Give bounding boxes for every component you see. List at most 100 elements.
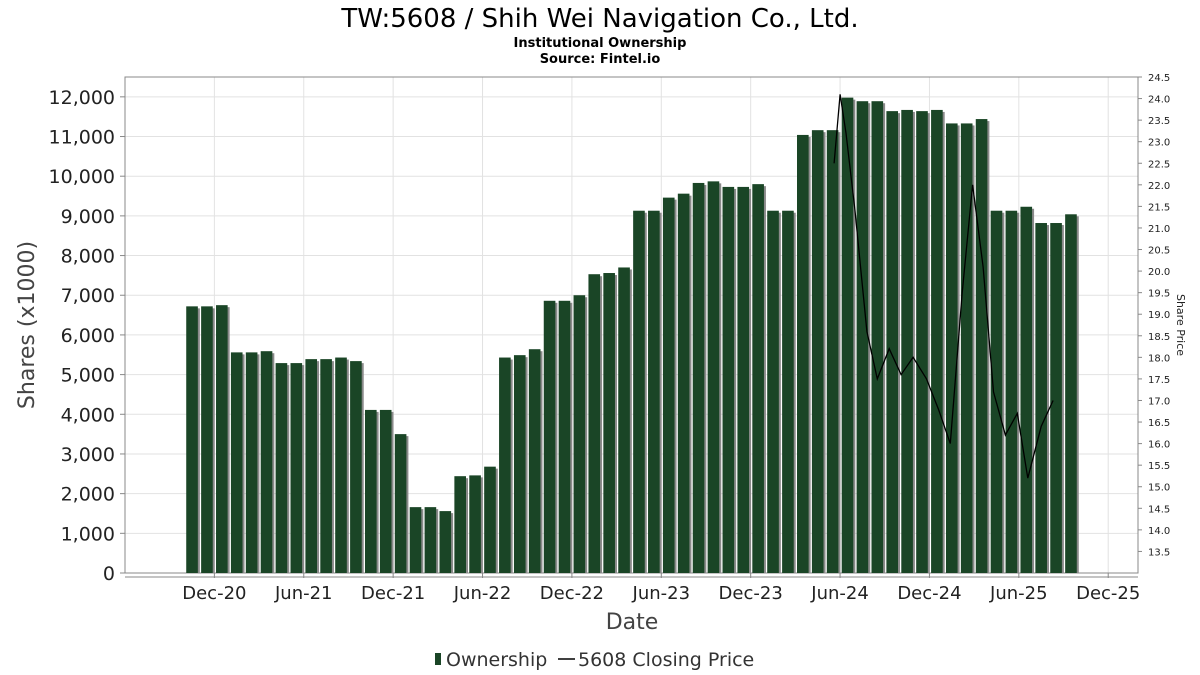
y2-tick-label: 14.0: [1148, 526, 1170, 537]
y2-tick-label: 19.0: [1148, 310, 1170, 321]
price-line-series: [833, 94, 1054, 479]
ownership-bar: [409, 507, 422, 573]
ownership-bar: [379, 409, 392, 573]
ownership-bar: [513, 355, 526, 573]
ownership-bar: [826, 130, 839, 573]
y2-tick-label: 20.0: [1148, 267, 1170, 278]
ownership-bar: [960, 123, 973, 573]
ownership-bar: [901, 109, 913, 574]
bar-series: [186, 97, 1079, 574]
y-tick-label: 8,000: [61, 246, 115, 268]
ownership-bar: [662, 197, 675, 573]
chart-subtitle: Institutional Ownership: [514, 36, 687, 51]
ownership-bar: [618, 267, 630, 573]
x-tick-label: Dec-25: [1076, 583, 1140, 604]
y2-tick-label: 15.5: [1148, 461, 1170, 472]
ownership-bar: [841, 97, 854, 573]
x-tick-label: Dec-23: [719, 583, 783, 604]
ownership-bar: [439, 511, 452, 573]
x-tick-label: Dec-24: [897, 583, 961, 604]
ownership-bar: [335, 357, 347, 573]
ownership-bar: [260, 351, 273, 573]
ownership-bar: [1020, 206, 1033, 573]
y-tick-label: 4,000: [61, 404, 115, 426]
x-tick-label: Jun-25: [989, 583, 1048, 604]
ownership-bar: [573, 295, 586, 573]
y2-tick-label: 19.5: [1148, 289, 1170, 300]
ownership-bar: [811, 130, 824, 573]
y2-axis-label: Share Price: [1174, 294, 1187, 356]
ownership-bar: [588, 274, 601, 573]
ownership-bar: [767, 210, 779, 573]
y2-tick-label: 17.5: [1148, 375, 1170, 386]
y2-tick-label: 23.5: [1148, 116, 1170, 127]
ownership-bar: [350, 361, 362, 573]
ownership-bar: [543, 300, 556, 573]
legend: Ownership 5608 Closing Price: [435, 649, 754, 671]
ownership-bar: [558, 300, 571, 573]
x-tick-label: Jun-22: [453, 583, 512, 604]
ownership-bar: [305, 359, 318, 573]
ownership-bar: [916, 111, 928, 573]
y2-tick-label: 18.5: [1148, 332, 1170, 343]
legend-ownership-label: Ownership: [446, 649, 547, 671]
ownership-bar: [931, 109, 943, 574]
ownership-bar: [648, 210, 660, 573]
y-tick-label: 11,000: [49, 127, 115, 149]
y2-tick-label: 16.0: [1148, 440, 1170, 451]
y-tick-label: 0: [103, 563, 115, 585]
y-tick-label: 9,000: [61, 206, 115, 228]
ownership-bar: [290, 363, 303, 573]
ownership-bar: [499, 357, 511, 573]
ownership-bar: [1005, 210, 1018, 573]
ownership-bar: [484, 466, 496, 573]
y2-tick-label: 17.0: [1148, 396, 1170, 407]
chart-source: Source: Fintel.io: [540, 52, 661, 67]
ownership-bar: [633, 210, 645, 573]
y2-tick-label: 22.0: [1148, 181, 1170, 192]
x-tick-label: Jun-23: [632, 583, 691, 604]
ownership-bar: [201, 306, 213, 573]
ownership-bar: [945, 123, 958, 573]
y2-tick-label: 14.5: [1148, 504, 1170, 515]
ownership-bar: [454, 476, 466, 573]
ownership-bar: [707, 181, 720, 573]
y2-tick-label: 20.5: [1148, 246, 1170, 257]
legend-ownership-swatch: [435, 653, 441, 665]
y2-tick-label: 21.5: [1148, 202, 1170, 213]
y-tick-label: 7,000: [61, 285, 115, 307]
y2-tick-label: 15.0: [1148, 483, 1170, 494]
ownership-bar: [186, 306, 198, 573]
ownership-bar: [230, 352, 243, 573]
y2-tick-label: 24.5: [1148, 73, 1170, 84]
chart-title: TW:5608 / Shih Wei Navigation Co., Ltd.: [340, 4, 858, 34]
ownership-bar: [1050, 223, 1062, 573]
ownership-bar: [722, 186, 735, 573]
ownership-bar: [886, 111, 899, 573]
y-axis-label: Shares (x1000): [15, 241, 40, 409]
ownership-bar: [797, 134, 809, 573]
ownership-bar: [469, 475, 481, 573]
x-tick-label: Jun-21: [274, 583, 333, 604]
y2-tick-label: 21.0: [1148, 224, 1170, 235]
x-tick-label: Jun-24: [810, 583, 869, 604]
y2-tick-label: 16.5: [1148, 418, 1170, 429]
ownership-bar: [603, 273, 615, 573]
y-tick-label: 3,000: [61, 444, 115, 466]
ownership-bar: [528, 349, 541, 573]
y-tick-label: 10,000: [49, 166, 115, 188]
ownership-bar: [677, 193, 690, 574]
y-tick-label: 6,000: [61, 325, 115, 347]
y-axis-ticks: 0 1,000 2,000 3,000 4,000 5,000 6,000 7,000 8,00…: [49, 87, 125, 585]
y2-tick-label: 24.0: [1148, 95, 1170, 106]
ownership-bar: [394, 434, 407, 573]
x-axis-ticks: Dec-20 Jun-21 Dec-21 Jun-22 Dec-22 Jun-23 Dec-…: [125, 573, 1140, 604]
y-tick-label: 1,000: [61, 523, 115, 545]
ownership-bar: [424, 507, 437, 573]
legend-price-label: 5608 Closing Price: [578, 649, 754, 671]
ownership-bar: [856, 101, 869, 573]
y-tick-label: 5,000: [61, 365, 115, 387]
y2-tick-label: 22.5: [1148, 159, 1170, 170]
closing-price-line: [833, 94, 1054, 479]
ownership-bar: [245, 352, 258, 573]
